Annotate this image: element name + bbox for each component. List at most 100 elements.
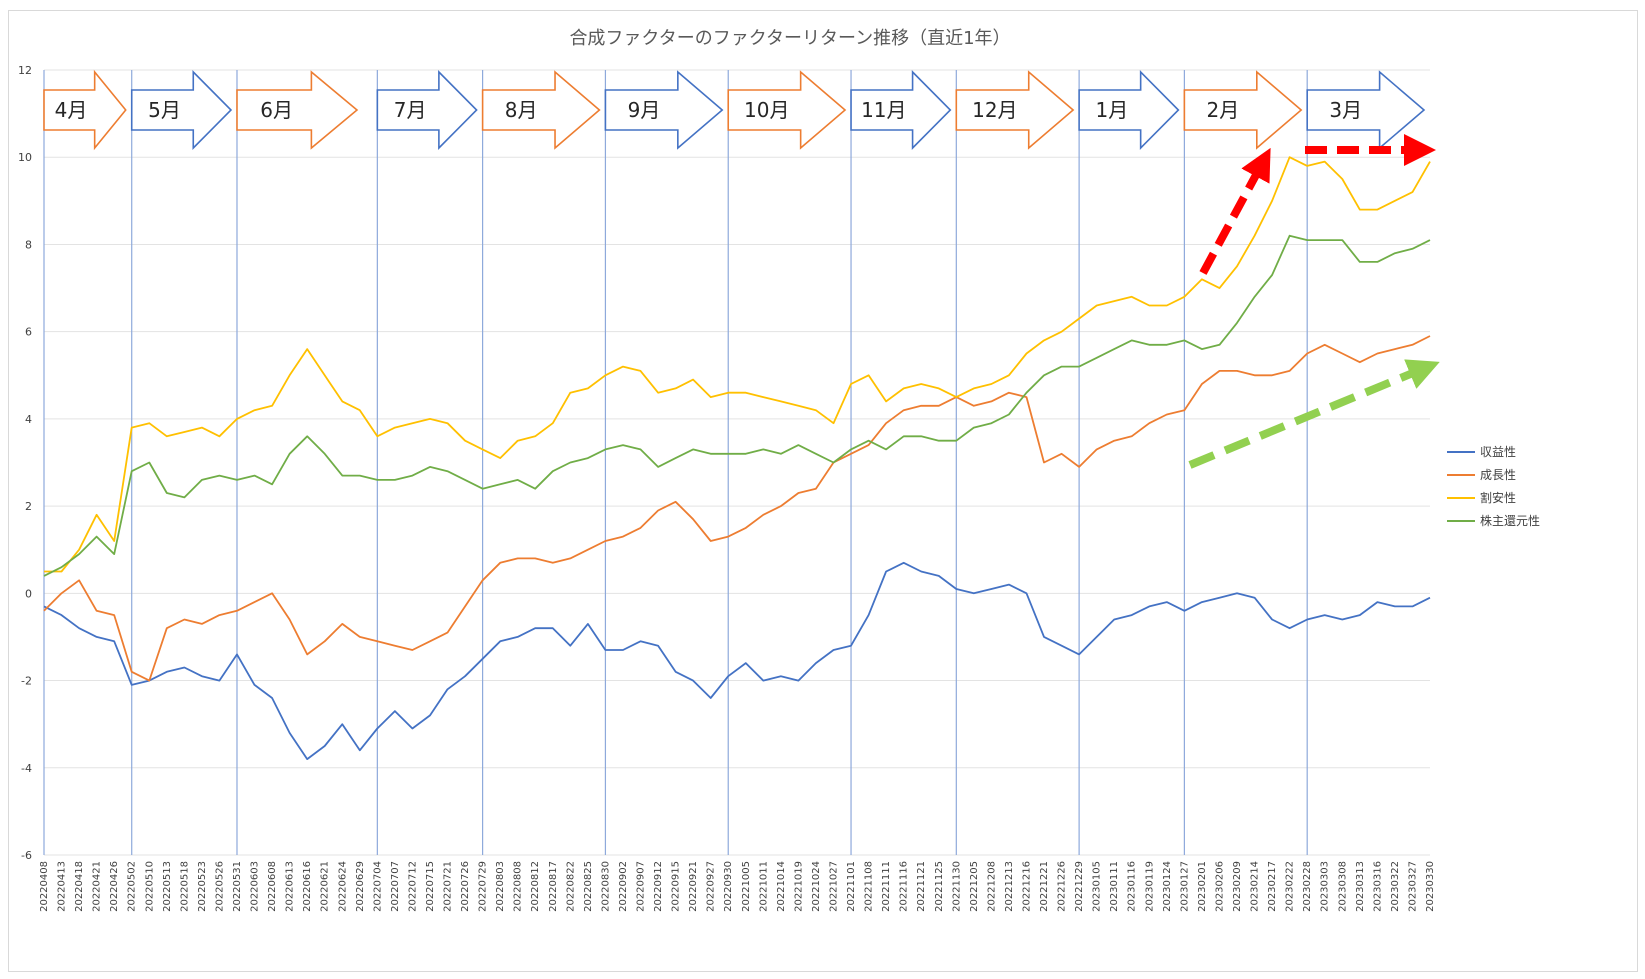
y-tick-label: -6	[21, 849, 32, 862]
month-label: 7月	[394, 98, 427, 122]
x-tick-label: 20230105	[1092, 861, 1103, 912]
x-tick-label: 20220629	[355, 861, 366, 912]
y-tick-label: 12	[18, 64, 32, 77]
x-tick-label: 20230209	[1232, 861, 1243, 912]
x-tick-label: 20230330	[1425, 861, 1436, 912]
x-tick-label: 20221121	[916, 861, 927, 912]
x-tick-label: 20230119	[1144, 861, 1155, 912]
x-tick-label: 20220822	[565, 861, 576, 912]
x-tick-label: 20230222	[1285, 861, 1296, 912]
month-label: 10月	[744, 98, 789, 122]
x-tick-label: 20230206	[1214, 861, 1225, 912]
x-tick-label: 20220616	[302, 861, 313, 912]
x-tick-label: 20220510	[144, 861, 155, 912]
x-tick-label: 20220531	[232, 861, 243, 912]
x-tick-label: 20221014	[776, 861, 787, 912]
x-tick-label: 20230127	[1179, 861, 1190, 912]
x-tick-label: 20220421	[92, 861, 103, 912]
month-label: 11月	[861, 98, 906, 122]
x-tick-label: 20220526	[214, 861, 225, 912]
x-tick-label: 20220825	[583, 861, 594, 912]
x-tick-label: 20221027	[828, 861, 839, 912]
x-tick-label: 20220518	[179, 861, 190, 912]
x-tick-label: 20221005	[741, 861, 752, 912]
month-arrow	[1183, 70, 1303, 150]
x-tick-label: 20220707	[390, 861, 401, 912]
x-tick-label: 20220408	[39, 861, 50, 912]
month-label: 2月	[1207, 98, 1240, 122]
month-arrow	[604, 70, 724, 150]
x-tick-label: 20221111	[881, 861, 892, 912]
x-tick-label: 20221205	[969, 861, 980, 912]
x-tick-label: 20230327	[1407, 861, 1418, 912]
x-tick-label: 20230111	[1109, 861, 1120, 912]
y-tick-label: -2	[21, 675, 32, 688]
x-tick-label: 20221011	[758, 861, 769, 912]
month-arrow	[1078, 70, 1180, 150]
x-tick-label: 20220603	[250, 861, 261, 912]
x-tick-label: 20230201	[1197, 861, 1208, 912]
month-label: 6月	[260, 98, 293, 122]
x-tick-label: 20230124	[1162, 861, 1173, 912]
month-label: 8月	[505, 98, 538, 122]
y-tick-label: 0	[25, 587, 32, 600]
x-tick-label: 20220830	[600, 861, 611, 912]
x-tick-label: 20230116	[1127, 861, 1138, 912]
x-tick-label: 20220817	[548, 861, 559, 912]
month-arrow	[1306, 70, 1426, 150]
x-tick-label: 20230322	[1390, 861, 1401, 912]
series-line	[43, 561, 1431, 760]
x-tick-label: 20230214	[1250, 861, 1261, 912]
y-tick-label: 8	[25, 238, 32, 251]
x-tick-label: 20221024	[811, 861, 822, 912]
x-tick-label: 20220930	[723, 861, 734, 912]
series-lines	[43, 156, 1431, 760]
x-tick-label: 20220726	[460, 861, 471, 912]
y-tick-label: 10	[18, 151, 32, 164]
x-tick-label: 20220523	[197, 861, 208, 912]
x-tick-label: 20221116	[899, 861, 910, 912]
x-tick-label: 20230308	[1337, 861, 1348, 912]
x-tick-label: 20221221	[1039, 861, 1050, 912]
x-tick-label: 20230228	[1302, 861, 1313, 912]
x-tick-label: 20220426	[109, 861, 120, 912]
x-tick-label: 20230316	[1372, 861, 1383, 912]
x-tick-label: 20220413	[57, 861, 68, 912]
x-tick-label: 20220921	[688, 861, 699, 912]
x-tick-label: 20220915	[671, 861, 682, 912]
x-tick-label: 20221216	[1021, 861, 1032, 912]
month-label: 1月	[1096, 98, 1129, 122]
x-tick-label: 20220418	[74, 861, 85, 912]
series-line	[43, 335, 1431, 682]
series-line	[44, 156, 1431, 573]
x-tick-label: 20220613	[285, 861, 296, 912]
x-tick-label: 20220621	[320, 861, 331, 912]
x-tick-label: 20221125	[934, 861, 945, 912]
month-label: 12月	[972, 98, 1017, 122]
month-arrow	[376, 70, 478, 150]
x-tick-label: 20220502	[127, 861, 138, 912]
x-tick-label: 20220712	[407, 861, 418, 912]
green-up-arrow	[1188, 359, 1440, 469]
x-tick-label: 20220624	[337, 861, 348, 912]
x-tick-label: 20221213	[1004, 861, 1015, 912]
chart-title: 合成ファクターのファクターリターン推移（直近1年）	[569, 28, 1010, 49]
y-tick-label: -4	[21, 762, 32, 775]
legend-label: 割安性	[1480, 490, 1516, 505]
x-tick-label: 20220715	[425, 861, 436, 912]
x-tick-label: 20220608	[267, 861, 278, 912]
x-tick-label: 20221019	[793, 861, 804, 912]
x-tick-label: 20220513	[162, 861, 173, 912]
month-label: 5月	[148, 98, 181, 122]
axes: -6 -4 -2 0 2 4 6 8 10 12 20220408 20220413 20220418 2…	[18, 64, 1436, 912]
series-line	[43, 234, 1431, 577]
y-tick-label: 4	[25, 413, 32, 426]
legend-label: 成長性	[1480, 468, 1516, 482]
month-markers: 4月 5月 6月 7月 8月 9月 10月 11月 12月 1月 2月 3月	[43, 69, 1426, 855]
x-tick-label: 20230313	[1355, 861, 1366, 912]
y-tick-label: 2	[25, 500, 32, 513]
legend-label: 株主還元性	[1480, 513, 1540, 528]
month-arrow	[850, 70, 952, 150]
